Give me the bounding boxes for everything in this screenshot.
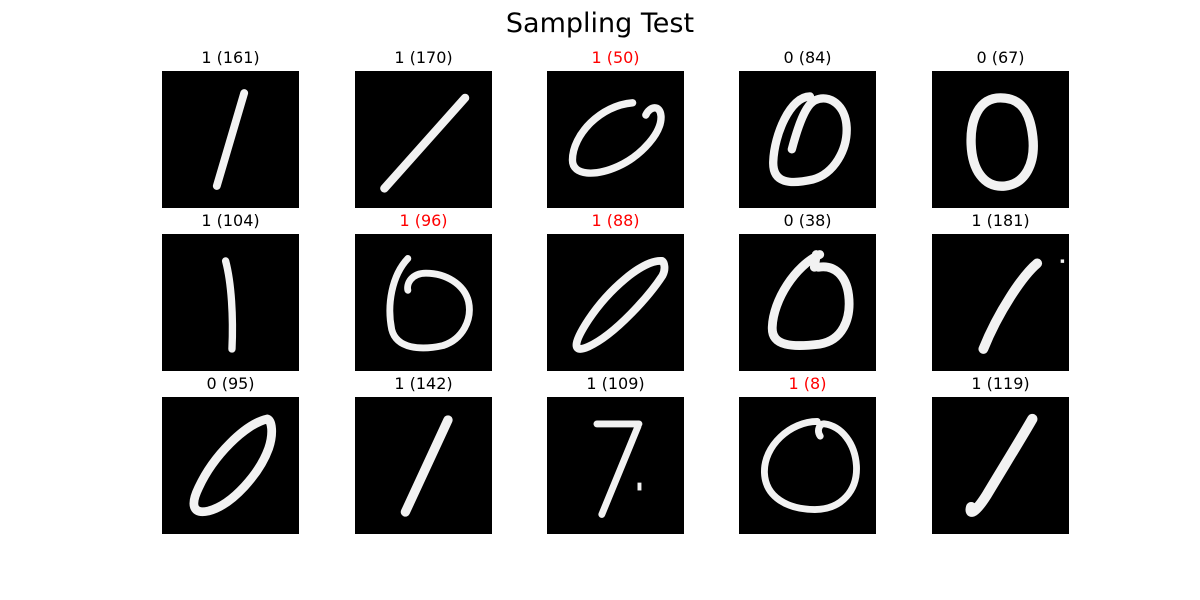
panel-title: 0 (84) [783, 48, 832, 67]
digit-stroke [769, 92, 851, 187]
image-background [932, 234, 1069, 371]
digit-stroke [568, 99, 665, 177]
digit-image [547, 234, 684, 371]
digit-stroke [1060, 259, 1065, 263]
digit-image [739, 397, 876, 534]
panel-title: 1 (161) [201, 48, 260, 67]
digit-stroke [761, 418, 860, 513]
digit-stroke [400, 415, 453, 517]
digit-image [355, 397, 492, 534]
digit-image [932, 71, 1069, 208]
digit-image [547, 71, 684, 208]
panel-title: 1 (142) [394, 374, 453, 393]
digit-stroke [572, 256, 669, 353]
panel-title: 1 (104) [201, 211, 260, 230]
panel-title: 1 (119) [971, 374, 1030, 393]
digit-image [739, 234, 876, 371]
digit-image [932, 397, 1069, 534]
panel-title: 1 (170) [394, 48, 453, 67]
image-background [739, 71, 876, 208]
image-background [739, 234, 876, 371]
image-background [547, 234, 684, 371]
digit-stroke [978, 258, 1043, 354]
panel-title: 1 (88) [591, 211, 640, 230]
image-background [547, 71, 684, 208]
digit-image [162, 71, 299, 208]
digit-image [932, 234, 1069, 371]
digit-image [162, 397, 299, 534]
digit-stroke [966, 93, 1038, 191]
digit-stroke [221, 257, 237, 353]
image-background [547, 397, 684, 534]
panel-title: 1 (50) [591, 48, 640, 67]
panel-title: 1 (96) [399, 211, 448, 230]
image-background [162, 397, 299, 534]
digit-stroke [637, 482, 642, 491]
digit-stroke [767, 250, 854, 350]
digit-stroke [189, 414, 277, 517]
panel-title: 1 (8) [788, 374, 827, 393]
digit-stroke [386, 255, 473, 352]
panel-title: 1 (109) [586, 374, 645, 393]
digit-stroke [593, 420, 643, 518]
digit-stroke [380, 93, 470, 193]
digit-image [355, 71, 492, 208]
digit-image [162, 234, 299, 371]
digit-image [739, 71, 876, 208]
panel-title: 0 (38) [783, 211, 832, 230]
panel-title: 0 (95) [206, 374, 255, 393]
digit-stroke [965, 413, 1038, 517]
panel-title: 1 (181) [971, 211, 1030, 230]
panel-title: 0 (67) [976, 48, 1025, 67]
digit-stroke [212, 89, 249, 190]
digit-image [547, 397, 684, 534]
figure-title: Sampling Test [505, 8, 695, 39]
digit-image [355, 234, 492, 371]
